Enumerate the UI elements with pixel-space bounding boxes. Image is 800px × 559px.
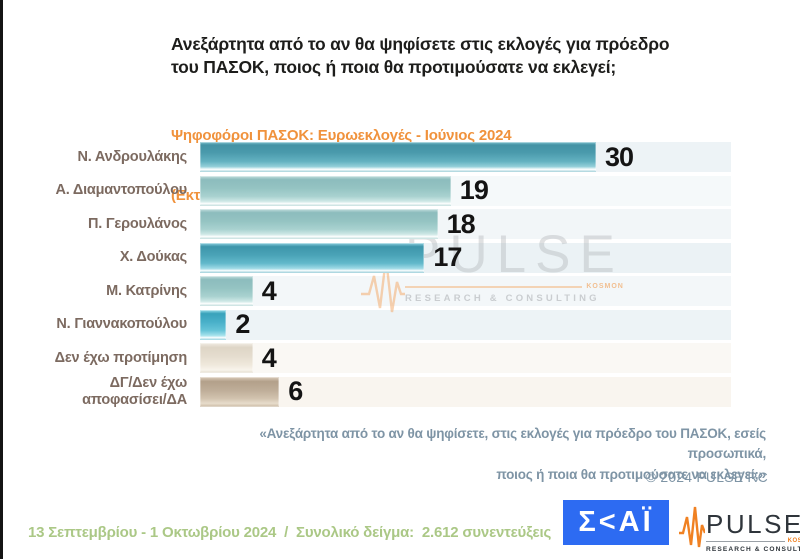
bar-value-label: 4	[261, 342, 277, 373]
bar-category-label: Χ. Δούκας	[119, 249, 187, 266]
pulse-logo-kosmon: KOSMON	[787, 538, 800, 544]
bar-track: 18	[200, 209, 731, 239]
copyright-text: © 2024 PULSE RC	[645, 469, 768, 485]
bar-category-label: Δεν έχω προτίμηση	[54, 349, 188, 366]
bar-value-label: 4	[261, 275, 277, 306]
bar-track: 6	[200, 376, 731, 407]
bar-row: Π. Γερουλάνος 18	[3, 209, 763, 239]
bar-track: 4	[200, 276, 731, 306]
bar-row: Ν. Γιαννακοπούλου 2	[3, 309, 763, 340]
bar-track: 4	[200, 343, 731, 373]
bar-category-label: Α. Διαμαντοπούλου	[55, 182, 187, 199]
bar	[200, 142, 596, 172]
bar	[200, 343, 253, 373]
bar-row: Χ. Δούκας 17	[3, 242, 763, 273]
pulse-logo-tagline: RESEARCH & CONSULTING	[706, 546, 800, 553]
bar-value-label: 2	[235, 309, 250, 339]
survey-info-text: 13 Σεπτεμβρίου - 1 Οκτωβρίου 2024 / Συνο…	[28, 524, 552, 541]
bar	[200, 309, 227, 340]
pulse-logo: PULSE KOSMON RESEARCH & CONSULTING	[679, 498, 800, 553]
bar-value-label: 19	[459, 175, 489, 205]
bar-row: Μ. Κατρίνης 4	[3, 276, 763, 306]
bar-category-label: Ν. Ανδρουλάκης	[77, 148, 187, 165]
page-title: Ανεξάρτητα από το αν θα ψηφίσετε στις εκ…	[171, 33, 771, 79]
pulse-logo-rule	[706, 540, 785, 542]
pulse-logo-brand: PULSE	[706, 509, 800, 539]
bar-track: 17	[200, 242, 731, 273]
bar-value-label: 17	[433, 242, 462, 272]
question-quote: «Ανεξάρτητα από το αν θα ψηφίσετε, στις …	[186, 424, 766, 485]
bar-category-label: Π. Γερουλάνος	[87, 215, 187, 232]
skai-logo-text: Σ<ΑΪ	[578, 506, 654, 538]
bar-category-label: Μ. Κατρίνης	[106, 282, 187, 299]
bar-row: Δεν έχω προτίμηση 4	[3, 343, 763, 373]
bar-value-label: 30	[605, 141, 634, 172]
page-subtitle-line1: Ψηφοφόροι ΠΑΣΟΚ: Ευρωεκλογές - Ιούνιος 2…	[171, 126, 512, 144]
bar	[200, 242, 425, 273]
bar-track: 19	[200, 175, 731, 206]
question-quote-line1: «Ανεξάρτητα από το αν θα ψηφίσετε, στις …	[259, 426, 766, 462]
bar-track: 2	[200, 309, 731, 340]
skai-logo: Σ<ΑΪ	[563, 500, 669, 545]
bar-value-label: 18	[446, 208, 476, 239]
question-quote-line2: ποιος ή ποια θα προτιμούσατε να εκλεγεί;…	[496, 466, 766, 482]
bar-row: Α. Διαμαντοπούλου 19	[3, 175, 763, 206]
bar-rows: Ν. Ανδρουλάκης 30 Α. Διαμαντοπούλου 19 Π. Γε…	[3, 142, 763, 408]
bar-value-label: 6	[288, 376, 303, 406]
bar	[200, 376, 280, 407]
bar	[200, 175, 451, 206]
bar-category-label: Ν. Γιαννακοπούλου	[56, 316, 187, 333]
bar	[200, 276, 253, 306]
footer: 13 Σεπτεμβρίου - 1 Οκτωβρίου 2024 / Συνο…	[3, 497, 800, 559]
pulse-logo-waveform-icon	[679, 506, 705, 548]
bar	[200, 209, 438, 239]
bar-track: 30	[200, 142, 731, 172]
bar-category-label: ΔΓ/Δεν έχω αποφασίσει/ΔΑ	[82, 375, 187, 408]
bar-row: Ν. Ανδρουλάκης 30	[3, 142, 763, 172]
page-title-line1: Ανεξάρτητα από το αν θα ψηφίσετε στις εκ…	[171, 34, 670, 54]
page-title-line2: του ΠΑΣΟΚ, ποιος ή ποια θα προτιμούσατε …	[171, 57, 617, 78]
bar-chart: Ν. Ανδρουλάκης 30 Α. Διαμαντοπούλου 19 Π. Γε…	[3, 142, 763, 408]
bar-row: ΔΓ/Δεν έχω αποφασίσει/ΔΑ 6	[3, 375, 763, 408]
